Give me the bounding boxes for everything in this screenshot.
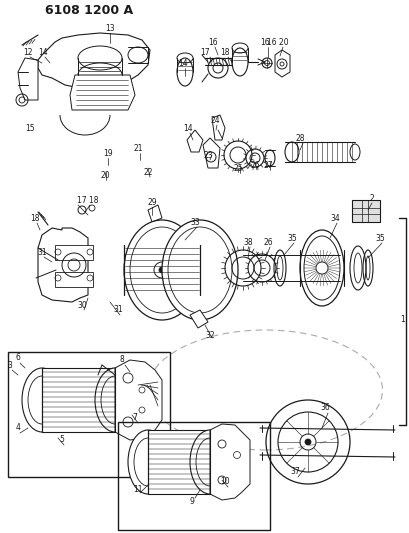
Text: 37: 37 xyxy=(290,467,299,477)
Bar xyxy=(55,272,93,287)
Text: 31: 31 xyxy=(113,305,123,314)
Text: 35: 35 xyxy=(286,233,296,243)
Text: 33: 33 xyxy=(190,217,200,227)
Ellipse shape xyxy=(124,220,200,320)
Text: 2: 2 xyxy=(369,193,373,203)
Polygon shape xyxy=(38,228,88,302)
Text: 4: 4 xyxy=(16,424,20,432)
Text: 38: 38 xyxy=(243,238,252,246)
Text: 10: 10 xyxy=(220,478,229,487)
Circle shape xyxy=(159,267,164,273)
Text: 13: 13 xyxy=(105,23,115,33)
Text: 17: 17 xyxy=(200,47,209,56)
Ellipse shape xyxy=(22,368,62,432)
Text: 19: 19 xyxy=(103,149,112,157)
Text: 26: 26 xyxy=(249,160,259,169)
Polygon shape xyxy=(148,205,162,222)
Ellipse shape xyxy=(299,230,343,306)
Text: 15: 15 xyxy=(25,124,35,133)
Text: 17 18: 17 18 xyxy=(77,196,99,205)
Text: 1: 1 xyxy=(400,316,405,325)
Text: 26: 26 xyxy=(263,238,272,246)
Text: 34: 34 xyxy=(329,214,339,222)
Text: 18: 18 xyxy=(30,214,40,222)
Text: 36: 36 xyxy=(319,403,329,413)
Text: 14: 14 xyxy=(38,47,48,56)
Text: 29: 29 xyxy=(147,198,156,206)
Text: 35: 35 xyxy=(374,233,384,243)
Bar xyxy=(42,368,115,432)
Text: 3: 3 xyxy=(7,360,12,369)
Polygon shape xyxy=(209,424,249,500)
Polygon shape xyxy=(274,50,289,77)
Text: 7: 7 xyxy=(132,414,137,423)
Polygon shape xyxy=(115,360,162,440)
Text: 6108 1200 A: 6108 1200 A xyxy=(45,4,133,17)
Polygon shape xyxy=(187,130,202,152)
Ellipse shape xyxy=(128,430,168,494)
Ellipse shape xyxy=(95,368,135,432)
Polygon shape xyxy=(38,33,150,88)
Text: 16: 16 xyxy=(260,37,269,46)
Polygon shape xyxy=(18,58,38,100)
Polygon shape xyxy=(70,75,135,110)
Text: 27: 27 xyxy=(263,160,272,169)
Circle shape xyxy=(304,439,310,445)
Polygon shape xyxy=(211,115,225,140)
Text: 11: 11 xyxy=(133,486,142,495)
Text: 5: 5 xyxy=(59,435,64,445)
Text: 23: 23 xyxy=(203,150,212,159)
Text: 14: 14 xyxy=(178,59,187,68)
Bar xyxy=(118,422,270,530)
Text: 16 20: 16 20 xyxy=(267,37,288,46)
Text: 21: 21 xyxy=(133,143,142,152)
Text: 24: 24 xyxy=(210,116,219,125)
Text: 30: 30 xyxy=(77,301,87,310)
Text: 8: 8 xyxy=(119,356,124,365)
Text: 16: 16 xyxy=(208,37,217,46)
Ellipse shape xyxy=(189,430,229,494)
Bar xyxy=(8,352,170,477)
Text: 9: 9 xyxy=(189,497,194,506)
Text: 22: 22 xyxy=(143,167,153,176)
Bar xyxy=(351,200,379,222)
Text: 14: 14 xyxy=(183,124,192,133)
Polygon shape xyxy=(202,138,220,168)
Text: 32: 32 xyxy=(204,330,214,340)
Ellipse shape xyxy=(162,220,237,320)
Text: 6: 6 xyxy=(16,353,20,362)
Bar xyxy=(55,245,93,260)
Text: 28: 28 xyxy=(294,133,304,142)
Text: 18: 18 xyxy=(220,47,229,56)
Text: 12: 12 xyxy=(23,47,33,56)
Bar xyxy=(148,430,209,494)
Text: 25: 25 xyxy=(233,164,242,173)
Text: 31: 31 xyxy=(37,247,47,256)
Polygon shape xyxy=(189,310,207,328)
Text: 20: 20 xyxy=(100,171,110,180)
